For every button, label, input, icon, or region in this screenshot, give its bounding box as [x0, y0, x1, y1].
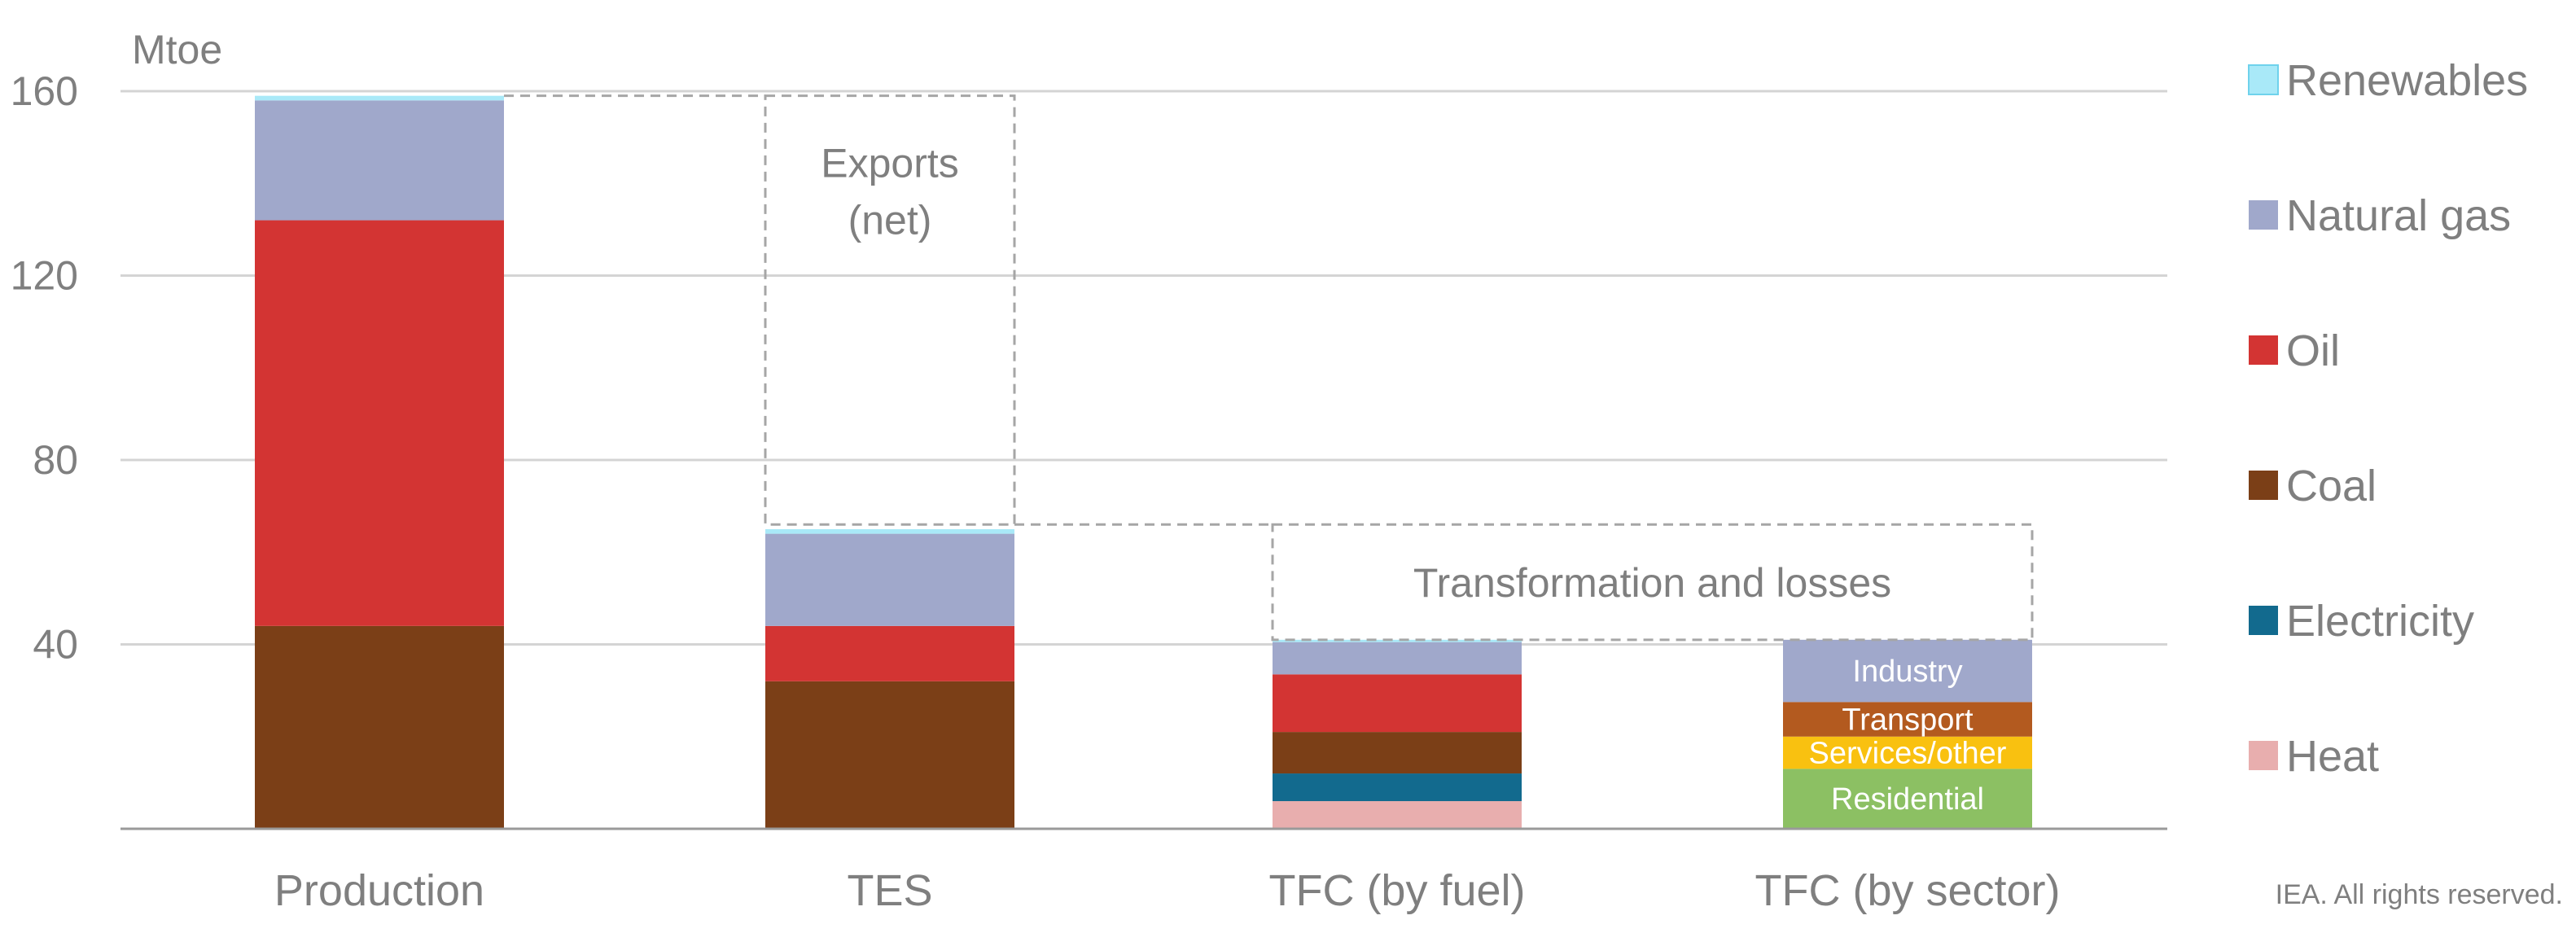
y-tick-160: 160	[11, 68, 78, 114]
bar-tfc-by-sector-residential	[1783, 769, 2032, 829]
exports-net-label-1: (net)	[848, 198, 932, 243]
legend-label-heat: Heat	[2286, 732, 2379, 781]
category-label-tfc-by-sector: TFC (by sector)	[1755, 866, 2060, 915]
legend-label-coal: Coal	[2286, 462, 2377, 510]
category-label-tes: TES	[847, 866, 932, 915]
bars	[255, 95, 2032, 829]
flow-connectors	[504, 94, 1273, 526]
y-tick-120: 120	[11, 253, 78, 299]
bar-tes-coal	[765, 681, 1014, 829]
category-label-tfc-by-fuel: TFC (by fuel)	[1268, 866, 1525, 915]
bar-tfc-by-fuel-coal	[1273, 732, 1522, 774]
legend-label-oil: Oil	[2286, 326, 2340, 375]
category-label-production: Production	[274, 866, 484, 915]
segment-label-services-other: Services/other	[1809, 737, 2007, 771]
bar-tfc-by-fuel-oil	[1273, 674, 1522, 733]
segment-label-industry: Industry	[1852, 655, 1962, 689]
legend-swatch-natural-gas	[2249, 200, 2278, 230]
exports-net-label-0: Exports	[821, 141, 959, 186]
bar-tfc-by-fuel-renewables	[1273, 639, 1522, 642]
bar-tfc-by-fuel-electricity	[1273, 773, 1522, 802]
credit-text: IEA. All rights reserved.	[2276, 879, 2563, 910]
segment-label-transport: Transport	[1842, 703, 1974, 738]
legend-swatch-coal	[2249, 471, 2278, 500]
bar-tfc-by-fuel-heat	[1273, 801, 1522, 829]
legend-swatch-renewables	[2248, 64, 2279, 95]
legend-swatch-heat	[2249, 741, 2278, 770]
bar-tes-natural-gas	[765, 533, 1014, 626]
y-axis-label: Mtoe	[132, 27, 222, 72]
y-tick-80: 80	[33, 437, 78, 483]
bar-production-natural-gas	[255, 100, 504, 221]
y-tick-labels: 40 80 120 160	[11, 68, 78, 668]
legend-label-natural-gas: Natural gas	[2286, 191, 2511, 240]
segment-label-residential: Residential	[1831, 782, 1984, 817]
legend: Renewables Natural gas Oil Coal Electricity H…	[2248, 56, 2528, 781]
bar-production-renewables	[255, 95, 504, 101]
legend-swatch-electricity	[2249, 606, 2278, 635]
bar-production-coal	[255, 625, 504, 829]
category-labels: Production TES TFC (by fuel) TFC (by sector…	[274, 866, 2061, 915]
bar-tes-oil	[765, 625, 1014, 681]
transformation-losses-label: Transformation and losses	[1413, 560, 1891, 606]
bar-tes-renewables	[765, 528, 1014, 534]
transformation-losses-box	[1271, 523, 2034, 642]
bar-tfc-by-sector-industry	[1783, 639, 2032, 703]
annotations: Exports (net) Transformation and losses	[764, 94, 2034, 642]
bar-tfc-by-sector-services-other	[1783, 736, 2032, 769]
legend-swatch-oil	[2249, 335, 2278, 365]
legend-label-renewables: Renewables	[2286, 56, 2528, 105]
bar-production-oil	[255, 220, 504, 626]
y-tick-40: 40	[33, 622, 78, 668]
bar-tfc-by-sector-transport	[1783, 702, 2032, 737]
exports-net-box	[764, 94, 1016, 526]
legend-label-electricity: Electricity	[2286, 597, 2474, 646]
bar-tfc-by-fuel-natural-gas	[1273, 642, 1522, 675]
